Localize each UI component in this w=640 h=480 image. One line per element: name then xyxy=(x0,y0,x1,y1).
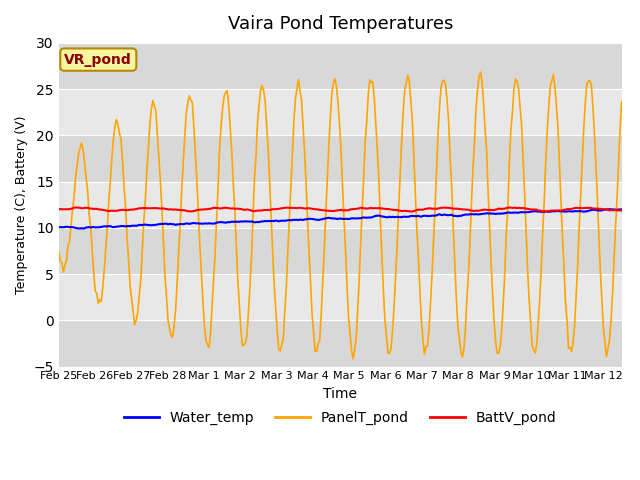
Title: Vaira Pond Temperatures: Vaira Pond Temperatures xyxy=(228,15,453,33)
PanelT_pond xyxy=(618,99,625,105)
Bar xyxy=(59,181,621,228)
Line: BattV_pond: BattV_pond xyxy=(59,207,621,212)
Water_temp xyxy=(55,225,63,230)
Water_temp xyxy=(618,206,625,212)
Water_temp xyxy=(246,219,254,225)
BattV_pond xyxy=(408,209,416,215)
Bar xyxy=(59,135,621,181)
PanelT_pond xyxy=(477,69,484,75)
Water_temp xyxy=(605,206,613,212)
PanelT_pond xyxy=(342,247,349,252)
BattV_pond xyxy=(343,207,351,213)
Water_temp xyxy=(609,207,616,213)
BattV_pond xyxy=(609,207,616,213)
Line: Water_temp: Water_temp xyxy=(59,209,621,228)
BattV_pond xyxy=(55,206,63,212)
BattV_pond xyxy=(128,207,136,213)
BattV_pond xyxy=(149,205,157,211)
PanelT_pond xyxy=(244,310,252,315)
PanelT_pond xyxy=(55,249,63,255)
Water_temp xyxy=(343,216,351,222)
Line: PanelT_pond: PanelT_pond xyxy=(59,72,621,359)
BattV_pond xyxy=(470,208,478,214)
Bar xyxy=(59,274,621,320)
PanelT_pond xyxy=(126,283,134,289)
PanelT_pond xyxy=(609,290,616,296)
Water_temp xyxy=(149,222,157,228)
Water_temp xyxy=(128,223,136,228)
Water_temp xyxy=(469,211,477,217)
X-axis label: Time: Time xyxy=(323,387,357,401)
PanelT_pond xyxy=(469,166,477,171)
PanelT_pond xyxy=(349,356,357,362)
PanelT_pond xyxy=(147,106,155,112)
Bar xyxy=(59,43,621,89)
BattV_pond xyxy=(618,208,625,214)
Bar xyxy=(59,320,621,367)
BattV_pond xyxy=(72,204,79,210)
Legend: Water_temp, PanelT_pond, BattV_pond: Water_temp, PanelT_pond, BattV_pond xyxy=(118,406,562,431)
Y-axis label: Temperature (C), Battery (V): Temperature (C), Battery (V) xyxy=(15,116,28,294)
BattV_pond xyxy=(246,207,254,213)
Bar xyxy=(59,89,621,135)
Text: VR_pond: VR_pond xyxy=(65,53,132,67)
Water_temp xyxy=(76,226,84,231)
Bar xyxy=(59,228,621,274)
